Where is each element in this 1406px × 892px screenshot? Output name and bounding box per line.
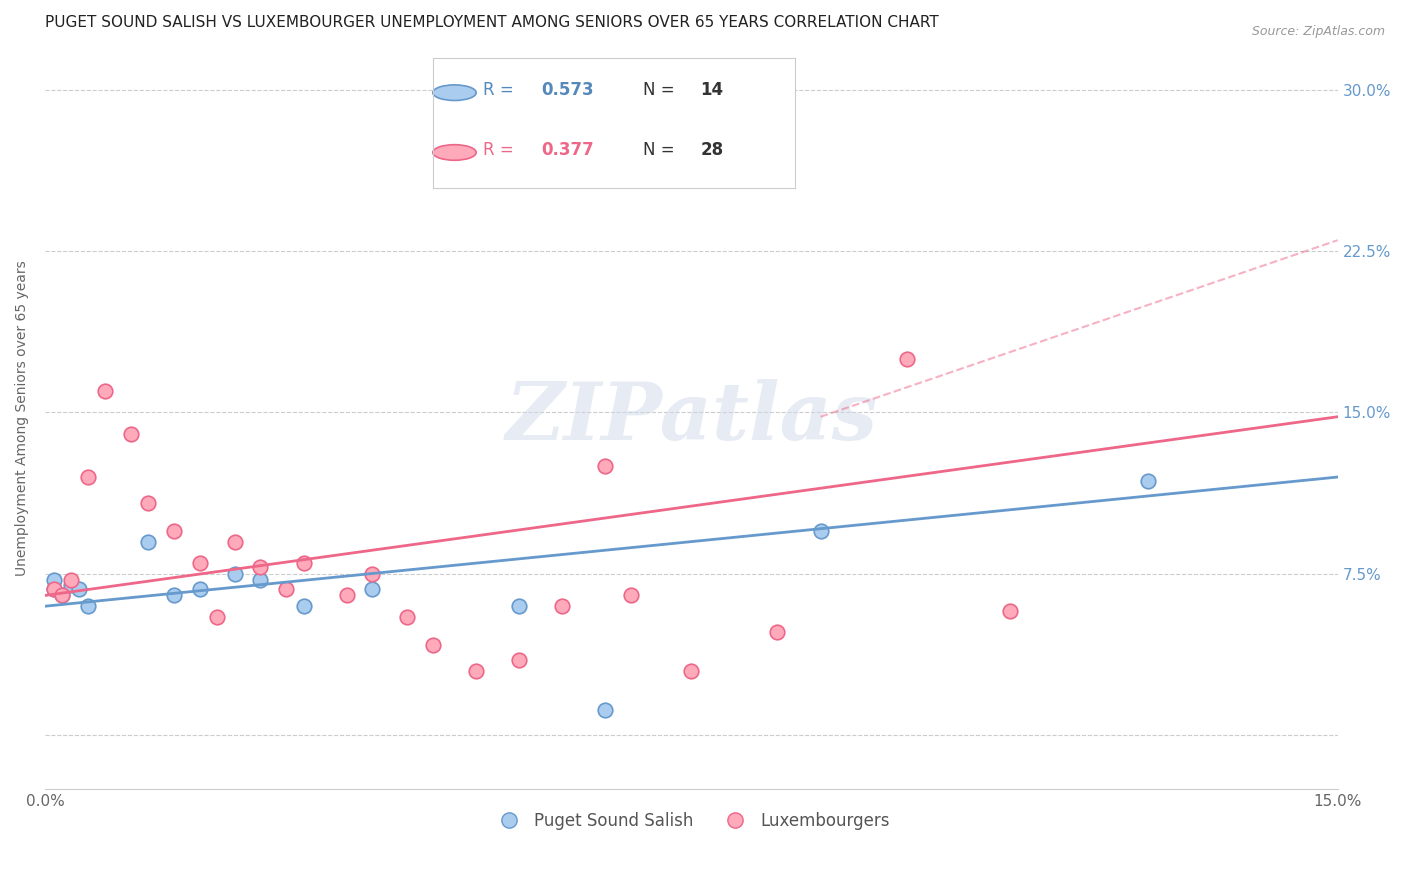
Point bbox=[138, 534, 160, 549]
Legend: Puget Sound Salish, Luxembourgers: Puget Sound Salish, Luxembourgers bbox=[486, 805, 897, 837]
Point bbox=[361, 566, 384, 581]
Point bbox=[766, 625, 789, 640]
Point bbox=[361, 582, 384, 596]
Point bbox=[276, 582, 298, 596]
Point bbox=[551, 599, 574, 614]
Y-axis label: Unemployment Among Seniors over 65 years: Unemployment Among Seniors over 65 years bbox=[15, 260, 30, 575]
Point bbox=[249, 560, 271, 574]
Point bbox=[292, 599, 315, 614]
Point bbox=[336, 589, 359, 603]
Point bbox=[42, 582, 65, 596]
Point bbox=[163, 589, 186, 603]
Point bbox=[59, 574, 82, 588]
Point bbox=[77, 470, 100, 484]
Point bbox=[51, 589, 73, 603]
Point bbox=[42, 574, 65, 588]
Point bbox=[188, 556, 211, 570]
Point bbox=[681, 664, 703, 678]
Point bbox=[508, 653, 530, 667]
Point bbox=[593, 702, 616, 716]
Point bbox=[249, 574, 271, 588]
Point bbox=[51, 589, 73, 603]
Point bbox=[188, 582, 211, 596]
Point bbox=[69, 582, 91, 596]
Point bbox=[395, 610, 418, 624]
Point bbox=[593, 459, 616, 474]
Point bbox=[42, 582, 65, 596]
Point bbox=[207, 610, 229, 624]
Point bbox=[998, 603, 1021, 617]
Point bbox=[810, 524, 832, 538]
Point bbox=[94, 384, 117, 398]
Point bbox=[508, 599, 530, 614]
Text: Source: ZipAtlas.com: Source: ZipAtlas.com bbox=[1251, 25, 1385, 38]
Text: ZIPatlas: ZIPatlas bbox=[505, 379, 877, 457]
Point bbox=[1137, 475, 1160, 489]
Point bbox=[163, 524, 186, 538]
Point bbox=[422, 638, 444, 652]
Point bbox=[120, 427, 142, 442]
Point bbox=[896, 351, 918, 366]
Point bbox=[654, 136, 676, 151]
Point bbox=[59, 577, 82, 591]
Point bbox=[224, 534, 246, 549]
Point bbox=[77, 599, 100, 614]
Point bbox=[464, 664, 486, 678]
Point bbox=[292, 556, 315, 570]
Point bbox=[620, 589, 643, 603]
Text: PUGET SOUND SALISH VS LUXEMBOURGER UNEMPLOYMENT AMONG SENIORS OVER 65 YEARS CORR: PUGET SOUND SALISH VS LUXEMBOURGER UNEMP… bbox=[45, 15, 939, 30]
Point bbox=[224, 566, 246, 581]
Point bbox=[138, 496, 160, 510]
